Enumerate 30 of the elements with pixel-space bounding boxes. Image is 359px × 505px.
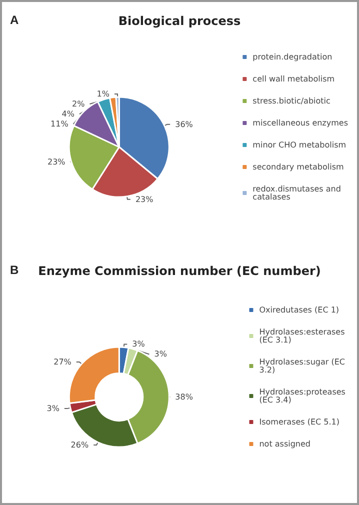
legend-label: not assigned xyxy=(259,440,311,448)
legend-label: secondary metabolism xyxy=(252,162,344,172)
legend-label: cell wall metabolism xyxy=(252,74,335,84)
data-label: 1% xyxy=(96,90,110,99)
data-label: 3% xyxy=(132,340,146,349)
legend-label: Hydrolases:esterases (EC 3.1) xyxy=(259,328,348,344)
data-label: 23% xyxy=(135,194,154,204)
data-label: 11% xyxy=(50,120,69,129)
text: A xyxy=(10,13,19,27)
data-label: 3% xyxy=(46,404,60,414)
legend-label: stress.biotic/abiotic xyxy=(252,96,330,106)
legend-label: Isomerases (EC 5.1) xyxy=(259,418,340,426)
data-label: 23% xyxy=(47,157,66,166)
legend-label: redox.dismutases and catalases xyxy=(252,184,344,202)
data-label: 3% xyxy=(154,350,168,359)
legend-label: miscellaneous enzymes xyxy=(252,118,348,128)
data-label: 27% xyxy=(54,357,72,366)
data-label: 4% xyxy=(62,110,75,119)
legend-label: Oxiredutases (EC 1) xyxy=(259,306,340,314)
chart-title: Biological process xyxy=(118,14,241,28)
text: B xyxy=(10,263,19,277)
chart-title: Enzyme Commission number (EC number) xyxy=(38,264,321,278)
legend-label: Hydrolases:proteases (EC 3.4) xyxy=(259,388,348,404)
data-label: 26% xyxy=(70,440,89,450)
data-label: 36% xyxy=(175,120,194,129)
legend-label: minor CHO metabolism xyxy=(252,140,346,150)
legend-label: protein.degradation xyxy=(252,52,332,62)
data-label: 38% xyxy=(175,392,194,402)
legend-label: Hydrolases:sugar (EC 3.2) xyxy=(259,358,348,374)
data-label: 2% xyxy=(72,100,86,109)
